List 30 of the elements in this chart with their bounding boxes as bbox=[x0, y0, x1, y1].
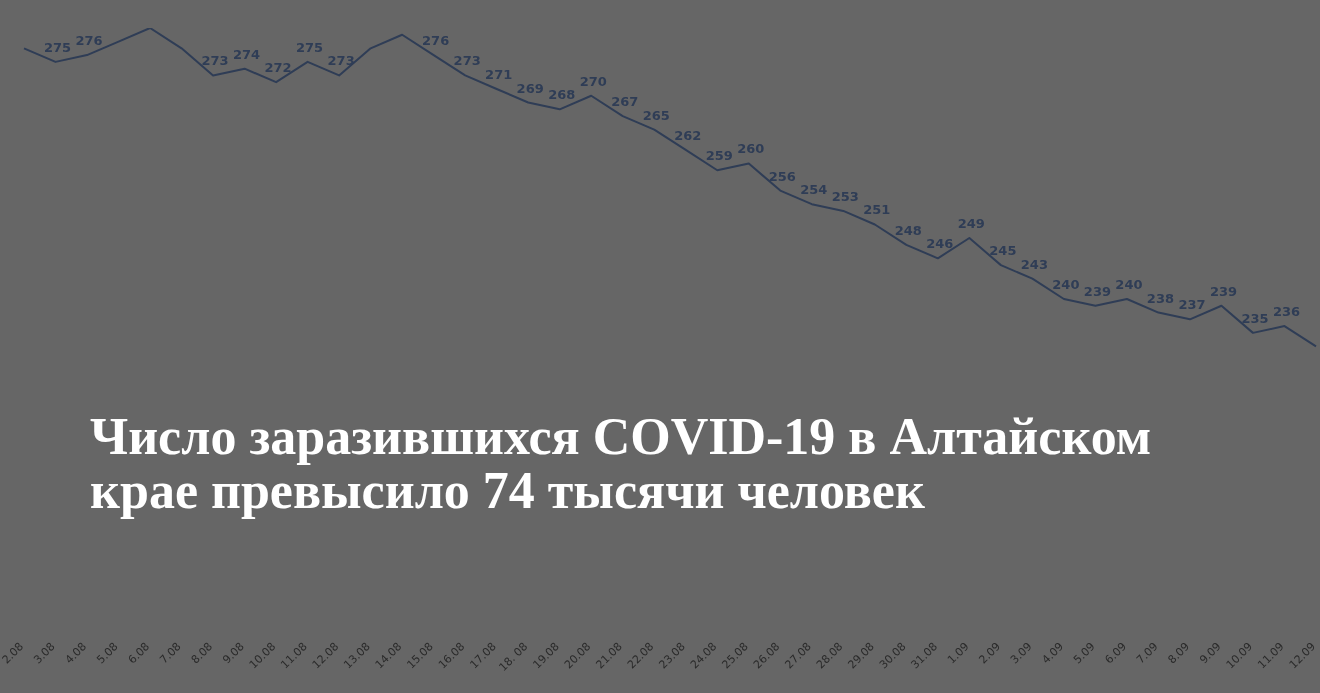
data-label: 248 bbox=[894, 222, 922, 238]
data-label: 271 bbox=[485, 66, 513, 82]
data-label: 267 bbox=[611, 94, 639, 110]
data-label: 274 bbox=[233, 46, 261, 62]
data-label: 276 bbox=[75, 33, 103, 49]
data-label: 272 bbox=[264, 60, 292, 76]
data-label: 275 bbox=[43, 39, 72, 55]
data-label: 273 bbox=[327, 53, 355, 69]
data-label: 237 bbox=[1178, 297, 1206, 313]
data-label: 240 bbox=[1052, 277, 1080, 292]
x-tick-label: 18. 08 bbox=[496, 639, 531, 674]
data-label: 245 bbox=[989, 243, 1017, 259]
data-label: 273 bbox=[201, 53, 229, 69]
data-label: 260 bbox=[737, 141, 765, 157]
data-label: 251 bbox=[863, 202, 891, 218]
data-label: 275 bbox=[296, 39, 324, 55]
data-label: 268 bbox=[548, 87, 576, 103]
data-label: 269 bbox=[516, 80, 544, 96]
data-label: 246 bbox=[926, 236, 954, 252]
data-label: 262 bbox=[674, 127, 702, 143]
data-label: 270 bbox=[579, 73, 607, 89]
data-label: 240 bbox=[1115, 277, 1143, 292]
data-label: 243 bbox=[1020, 256, 1048, 272]
data-label: 253 bbox=[831, 188, 859, 204]
data-label: 236 bbox=[1272, 304, 1301, 320]
text: Число заразившихся COVID-19 в Алтайском крае превысило 74 тысячи человек bbox=[90, 408, 1153, 519]
data-label: 273 bbox=[453, 53, 481, 69]
data-label: 235 bbox=[1241, 310, 1269, 326]
data-label: 254 bbox=[800, 182, 828, 198]
data-label: 249 bbox=[957, 216, 985, 232]
